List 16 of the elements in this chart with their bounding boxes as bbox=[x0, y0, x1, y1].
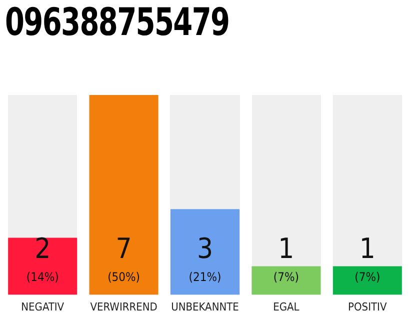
annotation: (7%) bbox=[273, 270, 299, 284]
x-tick-label: EGAL bbox=[273, 300, 300, 314]
x-tick-label: NEGATIV bbox=[21, 300, 64, 314]
annotation: (7%) bbox=[354, 270, 380, 284]
x-tick-label: VERWIRREND bbox=[90, 300, 158, 314]
chart-title: 096388755479 bbox=[5, 0, 230, 44]
data-label: 1 bbox=[278, 232, 294, 266]
x-tick-label: UNBEKANNTE bbox=[171, 300, 239, 314]
annotation: (14%) bbox=[26, 270, 59, 284]
data-label: 2 bbox=[34, 232, 51, 266]
data-label: 1 bbox=[359, 232, 376, 266]
annotation: (50%) bbox=[108, 270, 140, 284]
data-label: 7 bbox=[116, 232, 132, 266]
data-label: 3 bbox=[196, 232, 214, 266]
annotation: (21%) bbox=[188, 270, 222, 284]
x-tick-label: POSITIV bbox=[348, 300, 387, 314]
